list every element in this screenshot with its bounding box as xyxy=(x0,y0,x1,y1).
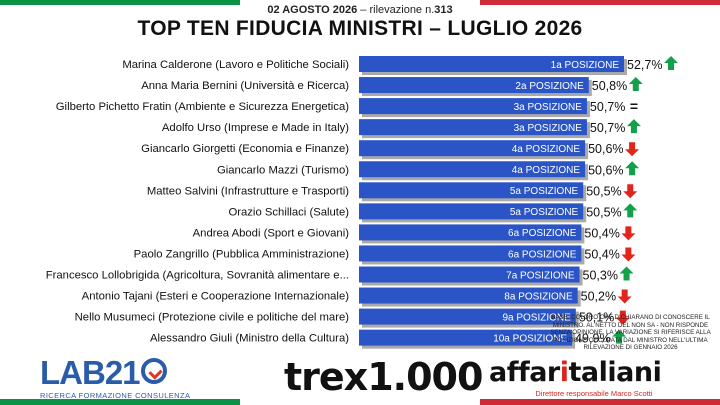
category-label: Marina Calderone (Lavoro e Politiche Soc… xyxy=(122,59,349,71)
value-label: 50,7% xyxy=(590,121,625,135)
bar xyxy=(359,245,582,262)
arrow-up-icon xyxy=(623,203,638,218)
value-label: 52,7% xyxy=(627,58,662,72)
value-label: 50,6% xyxy=(588,142,623,156)
survey-number: 313 xyxy=(434,4,453,16)
position-label: 5a POSIZIONE xyxy=(510,186,579,197)
category-label: Francesco Lollobrigida (Agricoltura, Sov… xyxy=(46,270,349,282)
bar xyxy=(359,287,578,304)
arrow-up-icon xyxy=(626,119,641,134)
position-label: 9a POSIZIONE xyxy=(502,312,571,323)
arrow-down-icon xyxy=(617,289,632,304)
lab21-logo-word: LAB21 xyxy=(40,354,141,391)
arrow-up-icon xyxy=(625,161,640,176)
flag-green xyxy=(0,399,240,405)
lab21-logo: LAB21 RICERCA FORMAZIONE CONSULENZA xyxy=(40,354,190,401)
category-label: Andrea Abodi (Sport e Giovani) xyxy=(193,227,350,239)
value-label: 50,7% xyxy=(590,100,625,114)
flag-strip-bottom xyxy=(0,399,720,405)
bar xyxy=(359,77,589,94)
trex-logo: trex1.000 xyxy=(284,355,483,399)
survey-date: 02 AGOSTO 2026 xyxy=(267,4,358,16)
category-label: Antonio Tajani (Esteri e Cooperazione In… xyxy=(82,291,350,303)
lab21-tagline: RICERCA FORMAZIONE CONSULENZA xyxy=(40,391,191,400)
arrow-up-icon xyxy=(619,266,634,281)
category-label: Giancarlo Mazzi (Turismo) xyxy=(217,164,349,176)
value-label: 50,8% xyxy=(592,79,627,93)
arrow-down-icon xyxy=(621,247,636,262)
position-label: 6a POSIZIONE xyxy=(508,249,577,260)
position-label: 4a POSIZIONE xyxy=(512,165,581,176)
position-label: 3a POSIZIONE xyxy=(514,102,583,113)
bar xyxy=(359,203,584,220)
survey-date-line: 02 AGOSTO 2026 – rilevazione n.313 xyxy=(0,4,720,16)
flag-white xyxy=(240,399,480,405)
affaritaliani-logo-part2: i xyxy=(559,357,569,388)
flag-white xyxy=(240,0,480,5)
position-label: 8a POSIZIONE xyxy=(504,291,573,302)
category-label: Alessandro Giuli (Ministro della Cultura… xyxy=(150,333,349,345)
value-label: 50,3% xyxy=(583,269,618,283)
category-label: Gilberto Pichetto Fratin (Ambiente e Sic… xyxy=(56,101,349,113)
flag-red xyxy=(480,399,720,405)
value-label: 50,5% xyxy=(586,184,621,198)
flag-red xyxy=(480,0,720,5)
value-label: 50,4% xyxy=(584,247,619,261)
survey-label: rilevazione n. xyxy=(369,4,435,16)
checkmark-circle-icon xyxy=(140,358,167,384)
affaritaliani-logo-part3: taliani xyxy=(568,357,662,388)
equal-icon: = xyxy=(630,98,638,114)
bar xyxy=(359,266,580,283)
affaritaliani-subtitle: Direttore responsabile Marco Scotti xyxy=(535,389,653,398)
category-label: Anna Maria Bernini (Università e Ricerca… xyxy=(141,80,349,92)
bar xyxy=(359,119,587,136)
position-label: 5a POSIZIONE xyxy=(510,207,579,218)
arrow-up-icon xyxy=(664,56,678,70)
bar xyxy=(359,56,624,72)
arrow-down-icon xyxy=(625,142,640,157)
arrow-up-icon xyxy=(612,329,627,344)
methodology-note: BASE: COLORO CHE DICHIARANO DI CONOSCERE… xyxy=(550,314,711,352)
position-label: 7a POSIZIONE xyxy=(506,270,575,281)
bar xyxy=(359,182,584,199)
position-label: 1a POSIZIONE xyxy=(551,60,620,71)
bar xyxy=(359,140,586,157)
affaritaliani-logo: affaritaliani Direttore responsabile Mar… xyxy=(489,357,715,399)
position-label: 10a POSIZIONE xyxy=(493,333,567,344)
category-label: Paolo Zangrillo (Pubblica Amministrazion… xyxy=(134,248,350,260)
arrow-up-icon xyxy=(628,77,643,92)
category-label: Adolfo Urso (Imprese e Made in Italy) xyxy=(162,122,349,134)
value-label: 50,6% xyxy=(588,163,623,177)
bar xyxy=(359,161,586,178)
category-label: Nello Musumeci (Protezione civile e poli… xyxy=(75,312,350,324)
value-label: 50,1% xyxy=(579,311,614,325)
category-label: Orazio Schillaci (Salute) xyxy=(228,206,349,218)
arrow-down-icon xyxy=(621,226,636,241)
chart-title: TOP TEN FIDUCIA MINISTRI – LUGLIO 2026 xyxy=(137,17,583,40)
value-label: 50,2% xyxy=(581,290,616,304)
category-label: Matteo Salvini (Infrastrutture e Traspor… xyxy=(147,185,349,197)
position-label: 3a POSIZIONE xyxy=(514,123,583,134)
value-label: 49,9% xyxy=(575,332,610,346)
position-label: 4a POSIZIONE xyxy=(512,144,581,155)
bar xyxy=(359,224,582,241)
flag-green xyxy=(0,0,240,5)
bar xyxy=(359,329,573,346)
affaritaliani-logo-part1: affar xyxy=(489,357,560,388)
arrow-down-icon xyxy=(615,310,630,325)
bar xyxy=(359,98,587,115)
arrow-down-icon xyxy=(623,184,638,199)
value-label: 50,4% xyxy=(584,226,619,240)
value-label: 50,5% xyxy=(586,205,621,219)
bar xyxy=(359,308,576,325)
category-label: Giancarlo Giorgetti (Economia e Finanze) xyxy=(141,143,349,155)
flag-strip-top xyxy=(0,0,720,5)
date-separator: – xyxy=(360,4,367,16)
position-label: 2a POSIZIONE xyxy=(515,81,584,92)
position-label: 6a POSIZIONE xyxy=(508,228,577,239)
